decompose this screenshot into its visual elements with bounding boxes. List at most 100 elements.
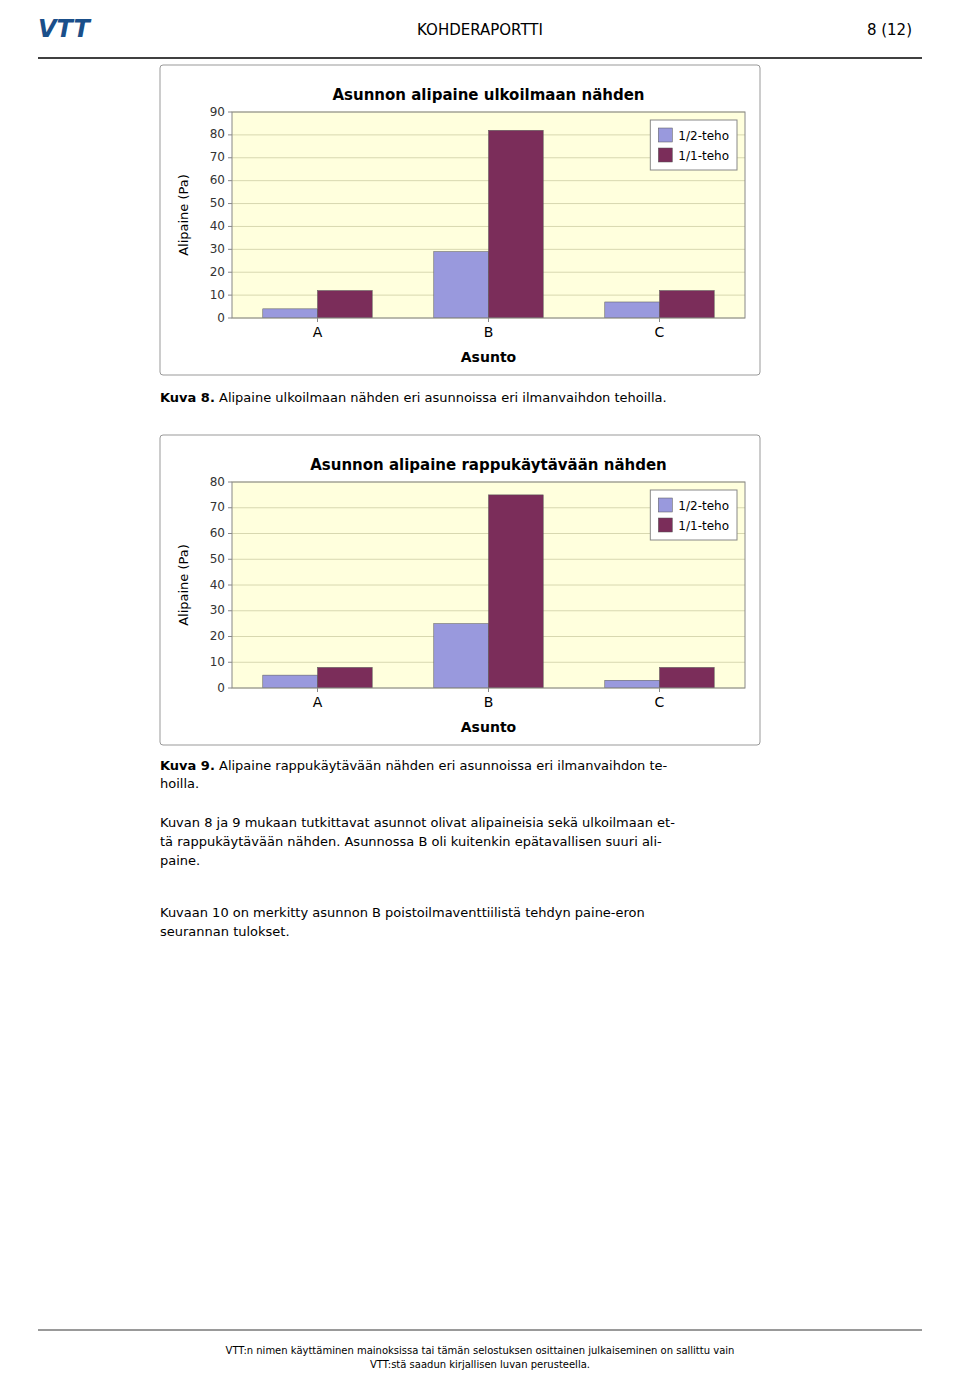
x-tick-label: B xyxy=(484,694,494,710)
caption-text: Alipaine ulkoilmaan nähden eri asunnoiss… xyxy=(215,390,667,405)
body-text-line: Kuvaan 10 on merkitty asunnon B poistoil… xyxy=(160,905,645,920)
legend: 1/2-teho 1/1-teho xyxy=(650,490,737,540)
y-tick-label: 20 xyxy=(210,265,225,279)
page-background xyxy=(0,0,960,1392)
plot-background xyxy=(232,482,745,688)
page: VTTKOHDERAPORTTI8 (12)010203040506070809… xyxy=(0,0,960,1392)
y-tick xyxy=(228,157,232,158)
chart-title: Asunnon alipaine rappukäytävään nähden xyxy=(310,456,667,474)
bar xyxy=(263,675,318,688)
y-tick xyxy=(228,180,232,181)
x-tick-label: B xyxy=(484,324,494,340)
caption: Kuva 9. Alipaine rappukäytävään nähden e… xyxy=(160,758,668,791)
y-tick xyxy=(228,203,232,204)
footer-rule xyxy=(38,1330,922,1331)
x-tick xyxy=(659,318,660,322)
y-tick xyxy=(228,585,232,586)
footer-line: VTT:n nimen käyttäminen mainoksissa tai … xyxy=(226,1345,735,1356)
y-tick-label: 0 xyxy=(217,681,225,695)
y-axis-label: Alipaine (Pa) xyxy=(176,544,191,626)
caption-text: hoilla. xyxy=(160,776,199,791)
y-tick-label: 10 xyxy=(210,655,225,669)
chart-box xyxy=(160,65,760,375)
x-tick xyxy=(317,318,318,322)
x-axis-label: Asunto xyxy=(461,349,517,365)
x-tick xyxy=(659,688,660,692)
y-tick xyxy=(228,318,232,319)
y-tick-label: 30 xyxy=(210,242,225,256)
footer-line: VTT:stä saadun kirjallisen luvan peruste… xyxy=(370,1359,590,1370)
y-tick xyxy=(228,112,232,113)
y-tick-label: 20 xyxy=(210,629,225,643)
legend-label: 1/2-teho xyxy=(678,129,729,143)
y-tick-label: 40 xyxy=(210,578,225,592)
x-tick xyxy=(317,688,318,692)
header: KOHDERAPORTTI xyxy=(417,21,543,39)
footer: VTT:n nimen käyttäminen mainoksissa tai … xyxy=(226,1345,735,1370)
y-tick xyxy=(228,533,232,534)
legend-swatch xyxy=(658,518,672,532)
bar xyxy=(660,291,715,318)
y-tick xyxy=(228,610,232,611)
legend: 1/2-teho1/1-teho xyxy=(650,120,737,170)
logo: VTT xyxy=(38,15,91,43)
y-tick-label: 50 xyxy=(210,196,225,210)
caption-text: Alipaine rappukäytävään nähden eri asunn… xyxy=(215,758,668,773)
x-tick-label: C xyxy=(655,694,665,710)
y-tick xyxy=(228,249,232,250)
y-tick xyxy=(228,134,232,135)
x-tick xyxy=(488,318,489,322)
y-tick-label: 0 xyxy=(217,311,225,325)
y-axis-label: Alipaine (Pa) xyxy=(176,174,191,256)
y-tick-label: 80 xyxy=(210,127,225,141)
y-tick-label: 60 xyxy=(210,173,225,187)
chart-title: Asunnon alipaine ulkoilmaan nähden xyxy=(332,86,644,104)
y-tick xyxy=(228,559,232,560)
legend-label: 1/2-teho xyxy=(678,499,729,513)
legend-label: 1/1-teho xyxy=(678,519,729,533)
y-tick xyxy=(228,226,232,227)
chart: 0102030405060708090ABCAsunnon alipaine u… xyxy=(176,86,745,365)
chart: 01020304050607080ABCAsunnon alipaine rap… xyxy=(176,456,745,735)
plot-background xyxy=(232,112,745,318)
y-tick-label: 90 xyxy=(210,105,225,119)
x-tick xyxy=(488,688,489,692)
body-text-line: paine. xyxy=(160,853,200,868)
bar xyxy=(605,680,660,688)
y-tick xyxy=(228,507,232,508)
y-tick-label: 30 xyxy=(210,603,225,617)
y-tick-label: 50 xyxy=(210,552,225,566)
header-rule xyxy=(38,57,922,59)
bar xyxy=(605,302,660,318)
bar xyxy=(318,667,373,688)
y-tick xyxy=(228,272,232,273)
legend-box xyxy=(650,120,737,170)
legend-swatch xyxy=(658,148,672,162)
bar xyxy=(434,252,489,318)
y-tick xyxy=(228,482,232,483)
x-tick-label: A xyxy=(313,694,323,710)
bar xyxy=(660,667,715,688)
y-tick-label: 10 xyxy=(210,288,225,302)
y-tick-label: 60 xyxy=(210,526,225,540)
y-tick xyxy=(228,295,232,296)
legend-swatch xyxy=(658,498,672,512)
plot-frame xyxy=(232,482,745,688)
bar xyxy=(263,309,318,318)
bar xyxy=(434,624,489,688)
caption-label: Kuva 9. xyxy=(160,758,215,773)
body-text-line: Kuvan 8 ja 9 mukaan tutkittavat asunnot … xyxy=(160,815,675,830)
caption: Kuva 8. Alipaine ulkoilmaan nähden eri a… xyxy=(160,390,667,405)
y-tick-label: 70 xyxy=(210,150,225,164)
chart-box xyxy=(160,435,760,745)
bars xyxy=(263,130,714,318)
y-tick xyxy=(228,662,232,663)
legend-box xyxy=(650,490,737,540)
body-text-line: seurannan tulokset. xyxy=(160,924,290,939)
body-text-line: tä rappukäytävään nähden. Asunnossa B ol… xyxy=(160,834,662,849)
caption-label: Kuva 8. xyxy=(160,390,215,405)
bar xyxy=(318,291,373,318)
x-tick-label: C xyxy=(655,324,665,340)
y-tick xyxy=(228,636,232,637)
body-text: Kuvan 8 ja 9 mukaan tutkittavat asunnot … xyxy=(160,815,675,868)
